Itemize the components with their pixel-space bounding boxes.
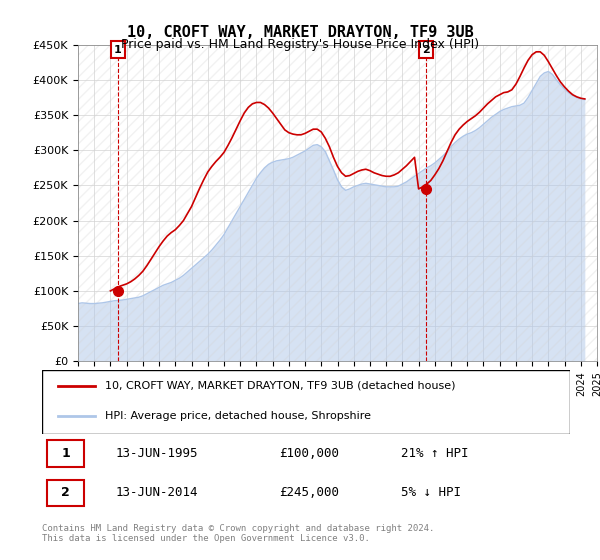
Text: 13-JUN-2014: 13-JUN-2014 [116, 486, 199, 500]
Bar [532, 45, 548, 361]
Bar [516, 45, 532, 361]
Bar [143, 45, 159, 361]
Bar [208, 45, 224, 361]
Text: 10, CROFT WAY, MARKET DRAYTON, TF9 3UB: 10, CROFT WAY, MARKET DRAYTON, TF9 3UB [127, 25, 473, 40]
Bar [500, 45, 516, 361]
Bar [565, 45, 581, 361]
Text: Price paid vs. HM Land Registry's House Price Index (HPI): Price paid vs. HM Land Registry's House … [121, 38, 479, 50]
Bar [419, 45, 435, 361]
Bar [127, 45, 143, 361]
Bar [191, 45, 208, 361]
Bar [451, 45, 467, 361]
Text: 5% ↓ HPI: 5% ↓ HPI [401, 486, 461, 500]
Text: 1: 1 [61, 447, 70, 460]
Text: 2: 2 [61, 486, 70, 500]
Text: 21% ↑ HPI: 21% ↑ HPI [401, 447, 469, 460]
FancyBboxPatch shape [47, 440, 84, 466]
Bar [78, 45, 94, 361]
Text: £245,000: £245,000 [280, 486, 340, 500]
Bar [159, 45, 175, 361]
Bar [224, 45, 240, 361]
Text: 2: 2 [422, 45, 430, 55]
Bar [321, 45, 337, 361]
Bar [256, 45, 272, 361]
Bar [94, 45, 110, 361]
Bar [484, 45, 500, 361]
Bar [289, 45, 305, 361]
Bar [240, 45, 256, 361]
Text: Contains HM Land Registry data © Crown copyright and database right 2024.
This d: Contains HM Land Registry data © Crown c… [42, 524, 434, 543]
Bar [370, 45, 386, 361]
Bar [386, 45, 403, 361]
FancyBboxPatch shape [42, 370, 570, 434]
Bar [403, 45, 419, 361]
Bar [175, 45, 191, 361]
Bar [435, 45, 451, 361]
Bar [272, 45, 289, 361]
Text: HPI: Average price, detached house, Shropshire: HPI: Average price, detached house, Shro… [106, 411, 371, 421]
Bar [337, 45, 354, 361]
Bar [581, 45, 597, 361]
Bar [305, 45, 321, 361]
Bar [354, 45, 370, 361]
Text: 10, CROFT WAY, MARKET DRAYTON, TF9 3UB (detached house): 10, CROFT WAY, MARKET DRAYTON, TF9 3UB (… [106, 381, 456, 391]
Bar [110, 45, 127, 361]
Bar [467, 45, 484, 361]
FancyBboxPatch shape [47, 480, 84, 506]
Text: 1: 1 [114, 45, 122, 55]
Text: £100,000: £100,000 [280, 447, 340, 460]
Bar [548, 45, 565, 361]
Text: 13-JUN-1995: 13-JUN-1995 [116, 447, 199, 460]
